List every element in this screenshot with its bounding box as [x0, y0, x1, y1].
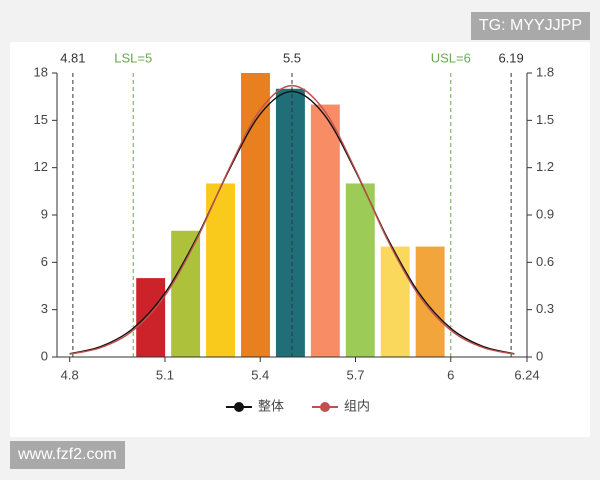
x-tick-label: 4.8 — [61, 367, 79, 382]
y-tick-label: 6 — [41, 254, 48, 269]
curve — [69, 90, 515, 355]
y-tick-label: 15 — [34, 112, 48, 127]
y2-tick-label: 1.2 — [536, 159, 554, 174]
watermark: TG: MYYJJPP — [470, 12, 590, 40]
bar — [415, 246, 445, 357]
bar — [206, 183, 236, 357]
watermark: www.fzf2.com — [10, 441, 125, 469]
y2-tick-label: 0.9 — [536, 206, 554, 221]
x-tick-label: 6 — [447, 367, 454, 382]
reference-label: 6.19 — [498, 50, 523, 65]
y2-tick-label: 0 — [536, 348, 543, 363]
y2-tick-label: 1.5 — [536, 112, 554, 127]
y-tick-label: 18 — [34, 64, 48, 79]
y2-tick-label: 1.8 — [536, 64, 554, 79]
reference-label: 4.81 — [60, 50, 85, 65]
y2-tick-label: 0.3 — [536, 301, 554, 316]
x-tick-label: 5.1 — [156, 367, 174, 382]
reference-label: 5.5 — [283, 50, 301, 65]
bar — [345, 183, 375, 357]
y-tick-label: 12 — [34, 159, 48, 174]
x-tick-label: 6.24 — [514, 367, 539, 382]
bar — [275, 88, 305, 358]
y-tick-label: 9 — [41, 206, 48, 221]
curve — [69, 84, 515, 355]
x-tick-label: 5.7 — [346, 367, 364, 382]
bar — [171, 230, 201, 357]
x-tick-label: 5.4 — [251, 367, 269, 382]
bar — [136, 278, 166, 357]
reference-label: LSL=5 — [114, 50, 152, 65]
y-tick-label: 0 — [41, 348, 48, 363]
legend-label: 组内 — [344, 398, 370, 413]
bar — [380, 246, 410, 357]
y-tick-label: 3 — [41, 301, 48, 316]
y2-tick-label: 0.6 — [536, 254, 554, 269]
legend-label: 整体 — [258, 398, 284, 413]
bar — [310, 104, 340, 357]
legend-marker — [234, 402, 244, 412]
legend-marker — [320, 402, 330, 412]
reference-label: USL=6 — [431, 50, 471, 65]
